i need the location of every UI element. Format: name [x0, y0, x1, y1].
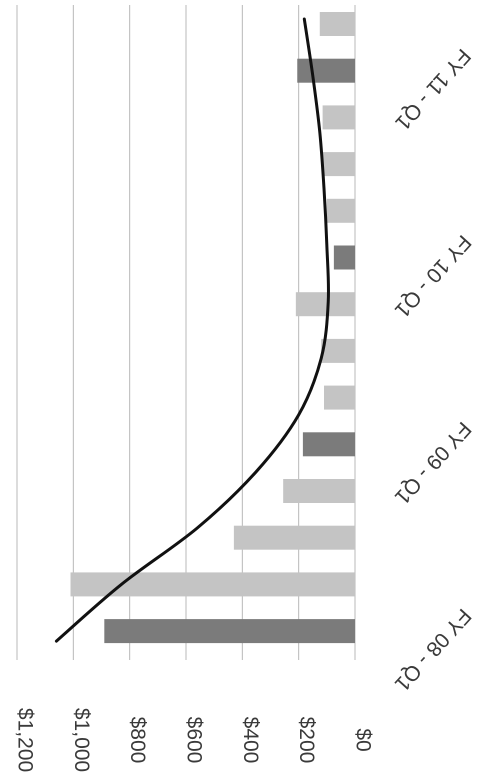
x-tick-label: $800: [126, 717, 149, 764]
category-label: FY 08 - Q1: [390, 604, 476, 695]
bars: [70, 12, 356, 644]
bar: [104, 619, 355, 644]
category-label: FY 09 - Q1: [390, 417, 476, 508]
trendline-group: [54, 17, 331, 643]
bar: [321, 338, 355, 363]
x-tick-label: $1,200: [13, 708, 36, 772]
x-tick-label: $200: [295, 717, 318, 764]
bar: [324, 385, 355, 410]
bar: [70, 572, 356, 597]
bar: [302, 432, 355, 457]
category-label: FY 10 - Q1: [390, 230, 476, 321]
value-axis-ticks: $0 $200 $400 $600 $800 $1,000 $1,200: [13, 708, 374, 772]
bar: [297, 58, 355, 83]
bar: [233, 525, 355, 550]
category-label: FY 11 - Q1: [390, 44, 475, 134]
bar: [295, 292, 355, 317]
gridlines: [16, 5, 356, 660]
bar: [326, 198, 355, 223]
x-tick-label: $0: [351, 728, 374, 751]
bar: [319, 12, 355, 36]
x-tick-label: $600: [182, 717, 205, 764]
category-axis-labels: FY 08 - Q1 FY 09 - Q1 FY 10 - Q1 FY 11 - Q1: [390, 44, 476, 695]
x-tick-label: $400: [239, 717, 262, 764]
bar: [283, 479, 355, 503]
x-tick-label: $1,000: [70, 708, 93, 772]
bar: [322, 152, 355, 177]
bar: [333, 245, 355, 270]
trendline: [54, 17, 331, 643]
bar: [322, 105, 355, 130]
